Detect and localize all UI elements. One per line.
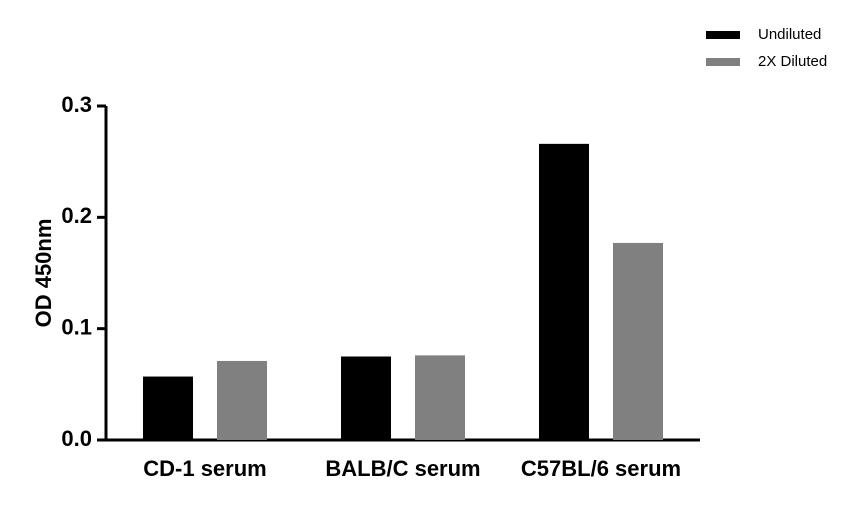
legend-swatch <box>706 31 740 39</box>
y-tick-label: 0.0 <box>61 426 92 451</box>
legend-label: 2X Diluted <box>758 53 827 70</box>
x-tick-label: CD-1 serum <box>143 456 266 481</box>
bar <box>143 376 193 440</box>
bar <box>613 242 663 440</box>
y-tick-label: 0.2 <box>61 203 92 228</box>
legend-label: Undiluted <box>758 26 821 43</box>
x-tick-label: C57BL/6 serum <box>521 456 681 481</box>
bar <box>217 360 267 440</box>
y-tick-label: 0.1 <box>61 314 92 339</box>
y-axis-label: OD 450nm <box>31 219 56 328</box>
bar <box>415 355 465 440</box>
bar <box>539 143 589 440</box>
x-tick-label: BALB/C serum <box>325 456 480 481</box>
legend-swatch <box>706 58 740 66</box>
y-tick-label: 0.3 <box>61 92 92 117</box>
bar <box>341 356 391 440</box>
